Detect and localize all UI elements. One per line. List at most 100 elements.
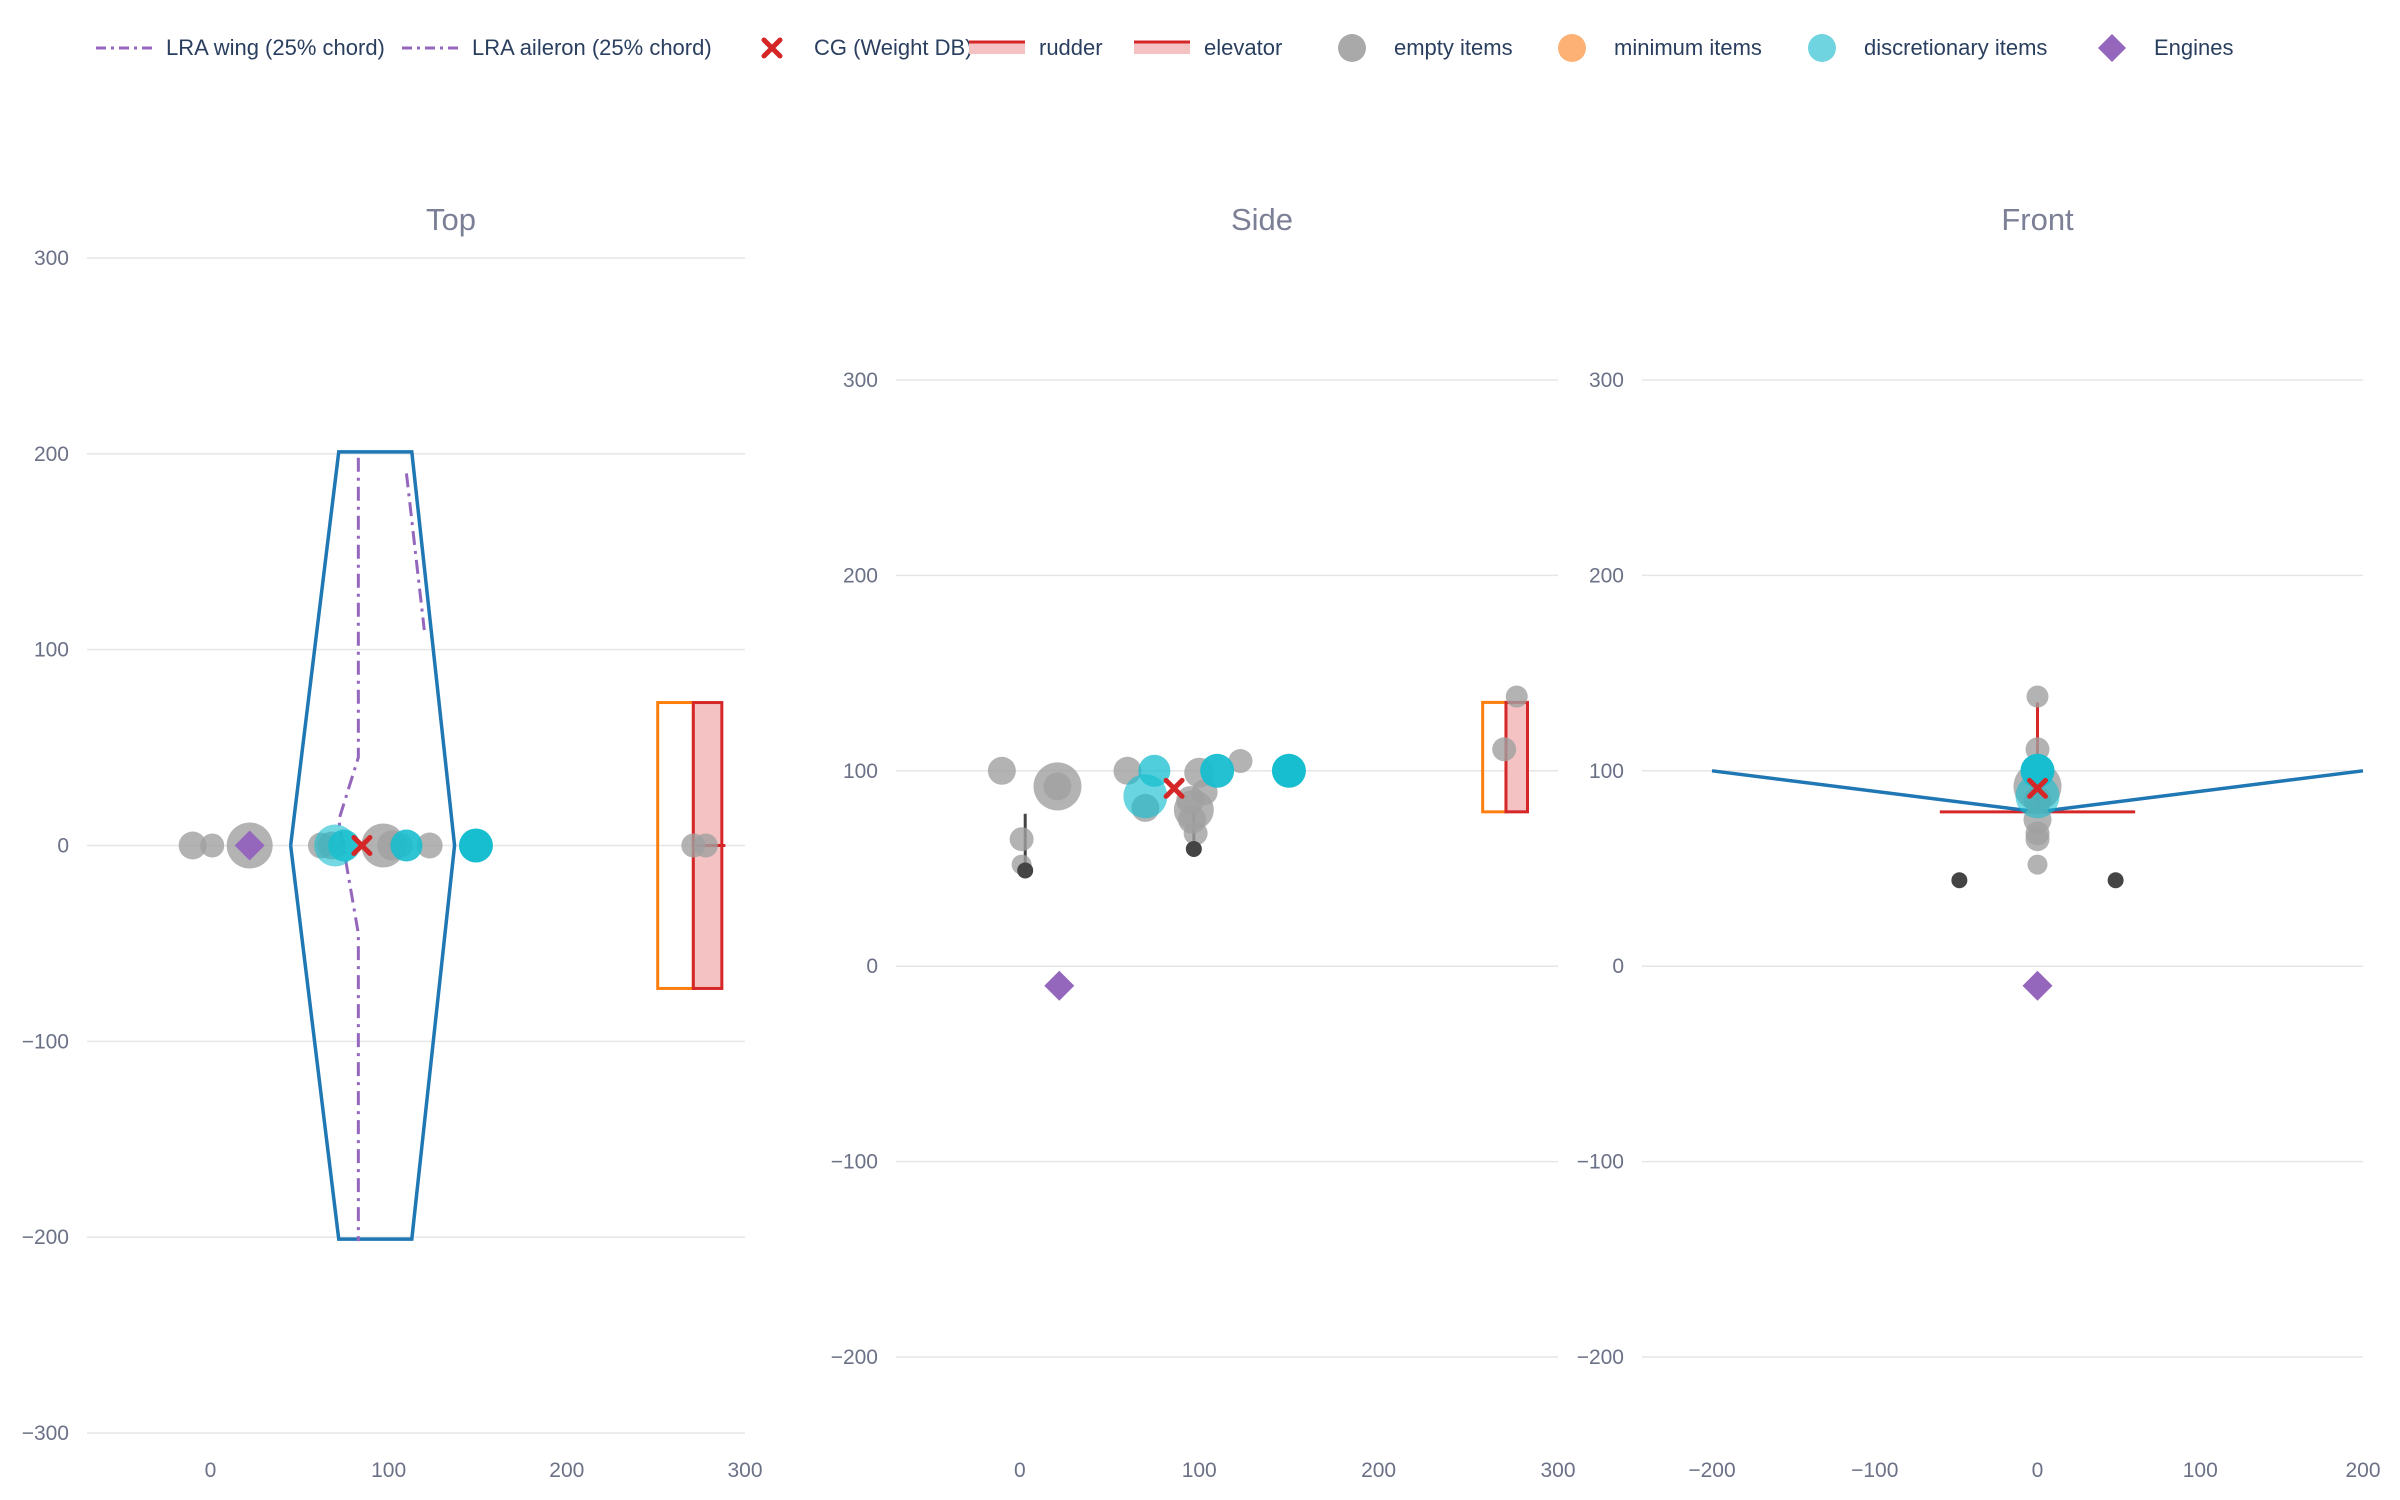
panel-side: −200 −100 0 100 200 300 0 100 200 300 Side [831,202,1576,1482]
x-tick-label: 300 [1540,1459,1575,1482]
x-tick-label: 0 [205,1459,217,1482]
legend-item[interactable]: rudder [965,28,1103,68]
legend-label: discretionary items [1864,35,2048,60]
y-tick-label: −300 [22,1422,69,1445]
y-tick-label: −100 [831,1151,878,1174]
empty-item-marker-dark [1951,872,1968,889]
y-tick-label: −200 [22,1226,69,1249]
discretionary-item-marker [2020,753,2055,788]
legend-label: LRA wing (25% chord) [166,35,385,60]
x-tick-label: 100 [371,1459,406,1482]
legend-label: LRA aileron (25% chord) [472,35,712,60]
y-tick-label: 200 [34,443,69,466]
empty-item-marker [178,831,207,860]
cg-marker [1163,777,1185,799]
x-tick-label: 200 [2345,1459,2380,1482]
y-tick-label: 100 [843,760,878,783]
discretionary-item-marker [1271,753,1306,788]
y-tick-label: 0 [1612,955,1624,978]
x-tick-label: 200 [549,1459,584,1482]
panel-front: −200 −100 0 100 200 300 −200 −100 0 100 200 Front [1577,202,2381,1482]
discretionary-item-marker [1138,754,1171,787]
cg-stroke [1163,777,1185,799]
empty-item-marker [1009,827,1034,852]
legend-symbol [1808,34,1836,62]
x-tick-label: 0 [2032,1459,2044,1482]
legend-symbol [1134,40,1190,54]
empty-item-marker [2027,854,2048,875]
engine-marker [2022,970,2053,1001]
y-tick-label: 100 [34,639,69,662]
legend-symbol [2098,34,2126,62]
engine-marker [1044,970,1075,1001]
y-tick-label: −200 [831,1346,878,1369]
legend-item[interactable]: elevator [1130,28,1282,68]
legend-item[interactable]: LRA wing (25% chord) [92,28,385,68]
y-tick-label: −100 [22,1030,69,1053]
legend-item[interactable]: LRA aileron (25% chord) [398,28,712,68]
legend-symbol [761,37,783,59]
legend-symbol [1558,34,1586,62]
y-tick-label: 300 [34,247,69,270]
y-tick-label: 0 [57,835,69,858]
discretionary-item-marker [1200,753,1235,788]
legend-symbol [96,46,152,50]
x-tick-label: 100 [2183,1459,2218,1482]
y-tick-label: 200 [843,564,878,587]
y-tick-label: −100 [1577,1151,1624,1174]
legend-item[interactable]: CG (Weight DB) [740,28,973,68]
legend-label: empty items [1394,35,1513,60]
chart-legend: LRA wing (25% chord) LRA aileron (25% cho… [0,0,2400,100]
y-tick-label: 100 [1589,760,1624,783]
legend-label: CG (Weight DB) [814,35,973,60]
legend-item[interactable]: empty items [1320,28,1513,68]
x-tick-label: 0 [1014,1459,1026,1482]
x-tick-label: −100 [1851,1459,1898,1482]
panel-title: Side [1231,202,1293,237]
empty-item-marker [1228,749,1253,774]
x-tick-label: −200 [1688,1459,1735,1482]
legend-item[interactable]: discretionary items [1790,28,2047,68]
empty-item-marker [1492,737,1517,762]
panel-top: −300 −200 −100 0 100 200 300 0 100 200 300 Top [22,202,763,1482]
legend-label: rudder [1039,35,1103,60]
empty-item-marker [987,756,1016,785]
legend-item[interactable]: Engines [2080,28,2234,68]
empty-item-marker [1033,762,1082,811]
x-tick-label: 100 [1182,1459,1217,1482]
engine-marker [234,830,265,861]
empty-item-marker [1505,685,1528,708]
y-tick-label: 0 [866,955,878,978]
empty-item-marker [2025,827,2050,852]
cg-marker [2027,777,2048,799]
empty-item-marker [2026,685,2049,708]
legend-label: elevator [1204,35,1283,60]
discretionary-item-marker [390,829,423,862]
x-tick-label: 300 [727,1459,762,1482]
x-tick-label: 200 [1361,1459,1396,1482]
cg-stroke [2027,777,2048,799]
legend-symbol [1338,34,1366,62]
cg-marker [351,835,373,856]
y-tick-label: −200 [1577,1346,1624,1369]
legend-item[interactable]: minimum items [1540,28,1762,68]
legend-symbol [969,40,1025,54]
empty-item-marker-dark [1185,840,1202,857]
lra-aileron-line [404,473,426,631]
legend-symbol [402,46,458,50]
y-tick-label: 200 [1589,564,1624,587]
empty-item-marker-dark [2107,872,2124,889]
y-tick-label: 300 [843,369,878,392]
empty-item-marker-dark [1017,862,1034,879]
empty-item-marker [416,832,443,859]
outline-line [288,450,457,1241]
y-tick-label: 300 [1589,369,1624,392]
lra-wing-line [337,457,360,1242]
discretionary-item-marker [328,829,361,862]
empty-item-marker [693,833,718,858]
empty-item-marker [1183,821,1208,846]
discretionary-item-marker [458,828,493,863]
panel-title: Front [2001,202,2074,237]
legend-label: minimum items [1614,35,1762,60]
